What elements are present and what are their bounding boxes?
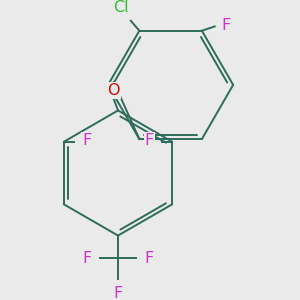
Text: F: F xyxy=(145,133,154,148)
Text: O: O xyxy=(107,83,120,98)
Text: F: F xyxy=(82,133,91,148)
Text: F: F xyxy=(221,17,231,32)
Text: F: F xyxy=(113,286,123,300)
Text: Cl: Cl xyxy=(113,1,129,16)
Text: F: F xyxy=(82,251,92,266)
Text: F: F xyxy=(145,251,154,266)
